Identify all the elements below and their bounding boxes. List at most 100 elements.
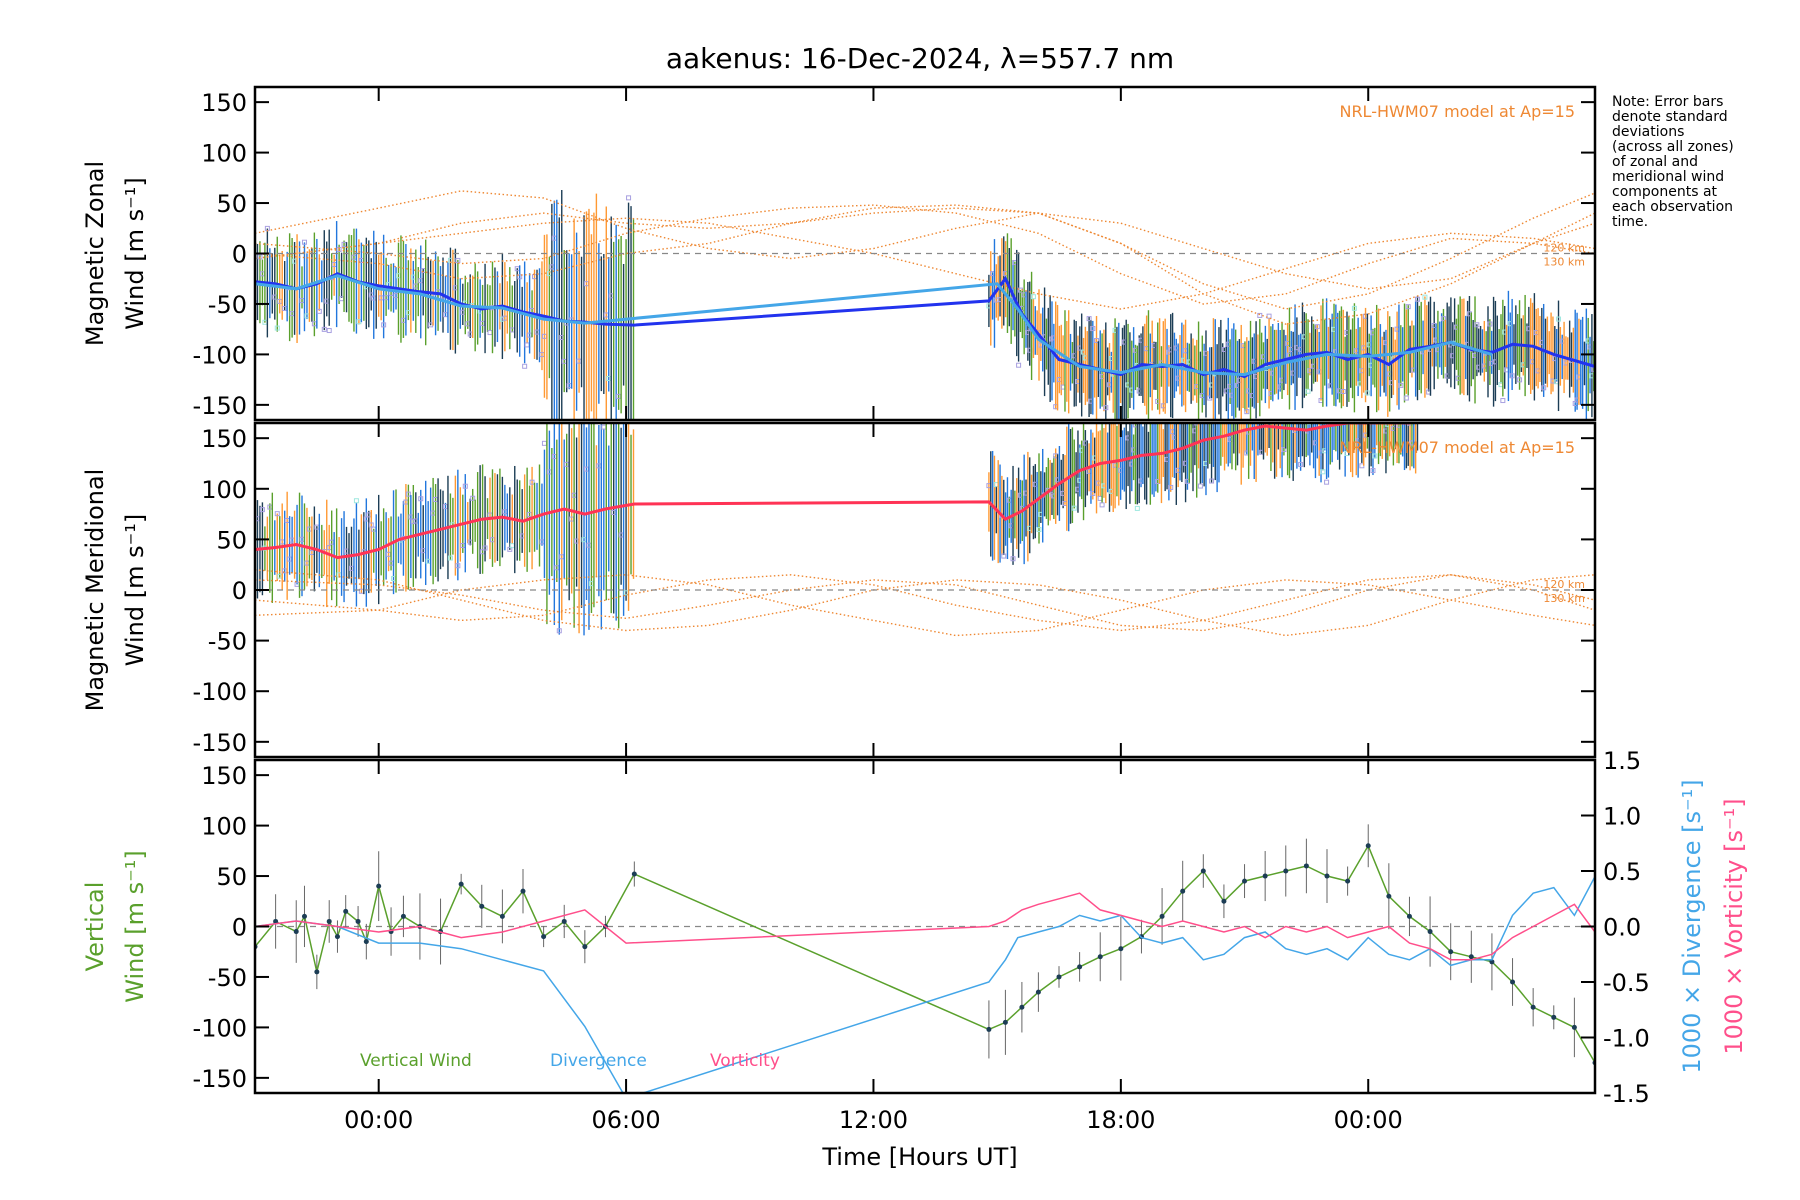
scatter-point xyxy=(1320,469,1326,475)
y-tick-label: -150 xyxy=(193,1065,247,1093)
scatter-point xyxy=(1314,324,1320,330)
y-tick-label: 0 xyxy=(232,577,247,605)
scatter-point xyxy=(1556,316,1562,322)
y-tick-label: 150 xyxy=(201,425,247,453)
scatter-point xyxy=(1257,312,1263,318)
model-curve xyxy=(255,569,1595,637)
vertical-wind-point xyxy=(1002,1019,1008,1025)
scatter-point xyxy=(1359,463,1365,469)
x-tick-label: 00:00 xyxy=(344,1106,413,1134)
model-curve xyxy=(255,574,1595,637)
vertical-wind-point xyxy=(1077,964,1083,970)
note-line: Note: Error bars xyxy=(1612,94,1723,110)
y-tick-label: -150 xyxy=(193,729,247,757)
right-axis-label-divergence: 1000 × Divergence [s⁻¹] xyxy=(1678,779,1706,1073)
legend-entry: Vertical Wind xyxy=(360,1051,472,1071)
model-altitude-label: 130 km xyxy=(1543,256,1585,269)
scatter-point xyxy=(1134,505,1140,511)
scatter-point xyxy=(1287,409,1291,413)
legend-entry: Divergence xyxy=(550,1051,647,1071)
y-tick-label: -100 xyxy=(193,678,247,706)
y-tick-label: 150 xyxy=(201,762,247,790)
scatter-point xyxy=(418,496,424,502)
legend-entry: Vorticity xyxy=(710,1051,780,1071)
scatter-point xyxy=(1372,453,1378,459)
scatter-point xyxy=(1030,294,1036,300)
series-line-vertical-wind xyxy=(255,844,1595,1064)
y-tick-label: 50 xyxy=(216,190,247,218)
chart-title: aakenus: 16-Dec-2024, λ=557.7 nm xyxy=(666,42,1174,75)
scatter-point xyxy=(1103,405,1109,411)
scatter-point xyxy=(1200,414,1204,418)
vertical-wind-point xyxy=(582,944,588,950)
note-line: meridional wind xyxy=(1612,169,1724,185)
vertical-wind-point xyxy=(363,939,369,945)
vertical-wind-point xyxy=(355,918,361,924)
vertical-wind-point xyxy=(1056,974,1062,980)
note-line: components at xyxy=(1612,184,1718,200)
scatter-point xyxy=(1403,395,1409,401)
vertical-wind-point xyxy=(1200,868,1206,874)
scatter-point xyxy=(1358,411,1362,415)
vertical-wind-point xyxy=(561,918,567,924)
scatter-point xyxy=(1036,527,1042,533)
scatter-point xyxy=(336,246,342,252)
vertical-wind-point xyxy=(1468,954,1474,960)
vertical-wind-point xyxy=(1180,888,1186,894)
y-tick-label: -100 xyxy=(193,1014,247,1042)
scatter-point xyxy=(1380,409,1384,413)
model-curve xyxy=(255,190,1595,290)
scatter-point xyxy=(455,257,461,263)
note-line: time. xyxy=(1612,214,1648,230)
vertical-wind-point xyxy=(1097,954,1103,960)
y-axis-label: Wind [m s⁻¹] xyxy=(121,177,149,329)
scatter-point xyxy=(1422,294,1428,300)
scatter-point xyxy=(1010,556,1016,562)
series-line-meridional-mean xyxy=(255,423,1410,560)
vertical-wind-point xyxy=(541,934,547,940)
vertical-wind-point xyxy=(1386,893,1392,899)
vertical-wind-point xyxy=(1019,1004,1025,1010)
scatter-point xyxy=(1487,321,1493,327)
vertical-wind-point xyxy=(1159,913,1165,919)
right-y-tick-label: -0.5 xyxy=(1603,969,1650,997)
scatter-point xyxy=(1207,395,1213,401)
vertical-wind-point xyxy=(273,918,279,924)
y-tick-label: -100 xyxy=(193,341,247,369)
model-curve xyxy=(255,204,1595,305)
model-label: NRL-HWM07 model at Ap=15 xyxy=(1339,102,1575,121)
scatter-point xyxy=(1094,338,1100,344)
vertical-wind-point xyxy=(343,908,349,914)
scatter-point xyxy=(1099,502,1105,508)
x-tick-label: 06:00 xyxy=(591,1106,660,1134)
scatter-point xyxy=(274,511,280,517)
scatter-point xyxy=(1071,505,1077,511)
right-y-tick-label: 1.0 xyxy=(1603,803,1641,831)
scatter-point xyxy=(1340,388,1346,394)
scatter-point xyxy=(455,563,461,569)
vertical-wind-point xyxy=(1283,868,1289,874)
scatter-point xyxy=(470,495,476,501)
scatter-point xyxy=(1090,326,1096,332)
scatter-point xyxy=(1398,382,1404,388)
y-tick-label: -50 xyxy=(208,291,247,319)
scatter-point xyxy=(274,325,280,331)
vertical-wind-point xyxy=(293,929,299,935)
right-y-tick-label: 1.5 xyxy=(1603,747,1641,775)
y-axis-label: Wind [m s⁻¹] xyxy=(121,514,149,666)
scatter-point xyxy=(1509,373,1515,379)
note-line: deviations xyxy=(1612,124,1684,140)
y-tick-label: -50 xyxy=(208,964,247,992)
scatter-point xyxy=(259,507,265,513)
right-y-tick-label: -1.0 xyxy=(1603,1025,1650,1053)
y-tick-label: 0 xyxy=(232,914,247,942)
scatter-point xyxy=(487,330,493,336)
scatter-point xyxy=(1440,316,1446,322)
x-tick-label: 00:00 xyxy=(1334,1106,1403,1134)
scatter-point xyxy=(1541,385,1547,391)
vertical-wind-point xyxy=(631,871,637,877)
y-tick-label: 0 xyxy=(232,241,247,269)
scatter-point xyxy=(316,308,322,314)
